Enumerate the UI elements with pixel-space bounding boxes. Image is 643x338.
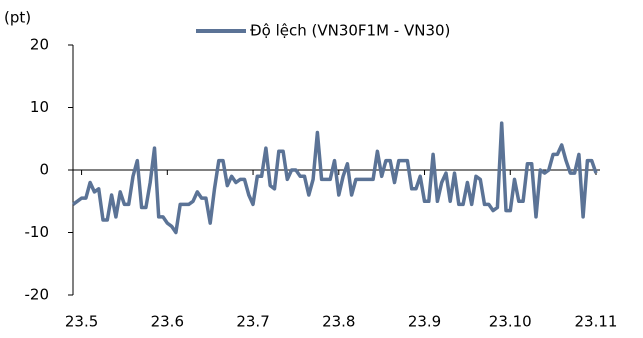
- y-tick-label: 0: [39, 161, 49, 179]
- y-tick-label: 20: [30, 36, 49, 54]
- y-tick-label: -20: [25, 286, 50, 304]
- data-line: [71, 121, 598, 235]
- x-tick-label: 23.11: [575, 313, 618, 331]
- x-tick-label: 23.7: [236, 313, 269, 331]
- x-tick-label: 23.9: [408, 313, 441, 331]
- x-tick-label: 23.10: [489, 313, 532, 331]
- y-tick-label: -10: [25, 223, 50, 241]
- legend-label: Độ lệch (VN30F1M - VN30): [250, 22, 450, 40]
- x-tick-label: 23.6: [151, 313, 184, 331]
- y-axis-label: (pt): [4, 9, 31, 27]
- y-tick-label: 10: [30, 98, 49, 116]
- x-tick-label: 23.5: [65, 313, 98, 331]
- x-tick-label: 23.8: [322, 313, 355, 331]
